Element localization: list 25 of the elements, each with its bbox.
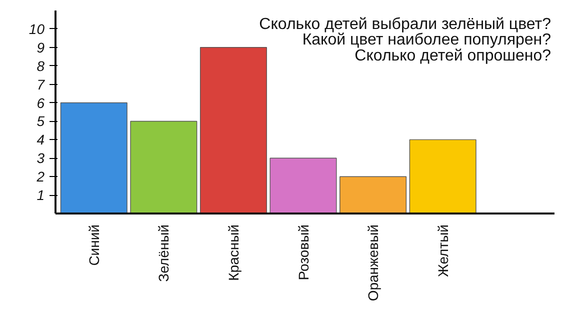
bar: [60, 102, 128, 214]
annotation: Сколько детей опрошено?: [354, 47, 552, 64]
y-tick-label: 8: [36, 58, 45, 74]
x-tick-label: Красный: [225, 224, 242, 281]
y-tick-label: 7: [36, 76, 46, 92]
x-tick-label: Оранжевый: [365, 224, 382, 302]
x-tick-label: Синий: [86, 224, 102, 266]
y-tick-label: 5: [36, 113, 45, 130]
y-tick-label: 10: [28, 20, 45, 37]
y-tick-label: 1: [36, 187, 45, 204]
y-tick-label: 9: [36, 39, 45, 56]
x-tick-label: Желтый: [434, 224, 451, 278]
y-tick-label: 3: [36, 150, 45, 166]
x-tick-label: Розовый: [295, 224, 312, 280]
y-tick-label: 6: [36, 94, 45, 111]
bar: [340, 176, 407, 214]
annotation: Какой цвет наиболее популярен?: [302, 32, 552, 49]
annotation: Сколько детей выбрали зелёный цвет?: [259, 16, 552, 34]
y-tick-label: 2: [36, 168, 45, 185]
bar: [200, 47, 267, 214]
x-tick-label: Зелёный: [156, 224, 172, 282]
y-tick-label: 4: [36, 132, 45, 148]
bar: [130, 120, 198, 214]
bar: [270, 158, 337, 214]
bar: [409, 139, 476, 214]
